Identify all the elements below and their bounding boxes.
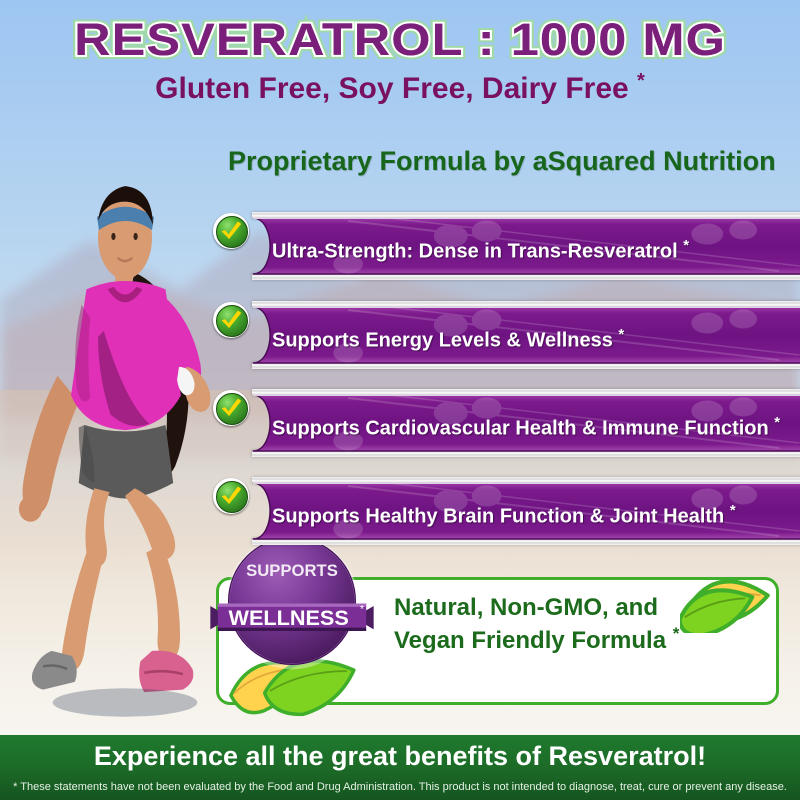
- svg-text:WELLNESS: WELLNESS: [229, 605, 349, 630]
- svg-text:SUPPORTS: SUPPORTS: [246, 561, 338, 580]
